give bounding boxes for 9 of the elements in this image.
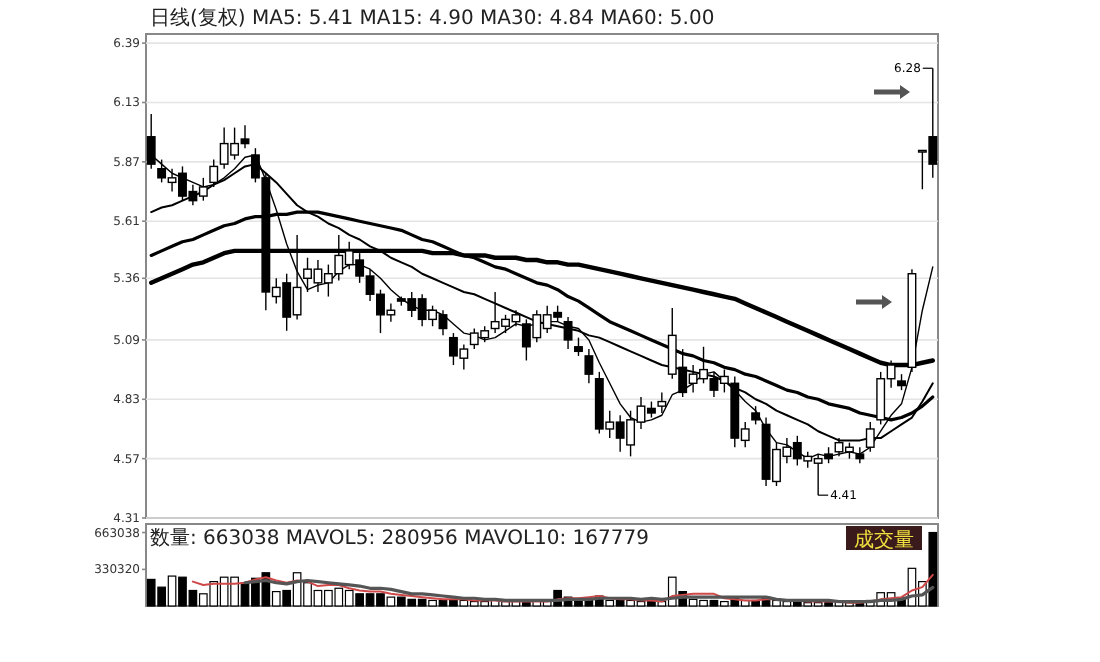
chart-title: 日线(复权) MA5: 5.41 MA15: 4.90 MA30: 4.84 MA60: 5.00: [150, 6, 715, 30]
candlestick: [584, 348, 594, 384]
annotation: 成交量: [854, 528, 914, 552]
candlestick: [574, 336, 583, 357]
candlestick: [751, 405, 761, 426]
candlestick: [657, 391, 667, 414]
chart-title: 数量: 663038 MAVOL5: 280956 MAVOL10: 167779: [150, 528, 649, 550]
candlestick: [563, 316, 573, 350]
line-series: [243, 578, 935, 604]
